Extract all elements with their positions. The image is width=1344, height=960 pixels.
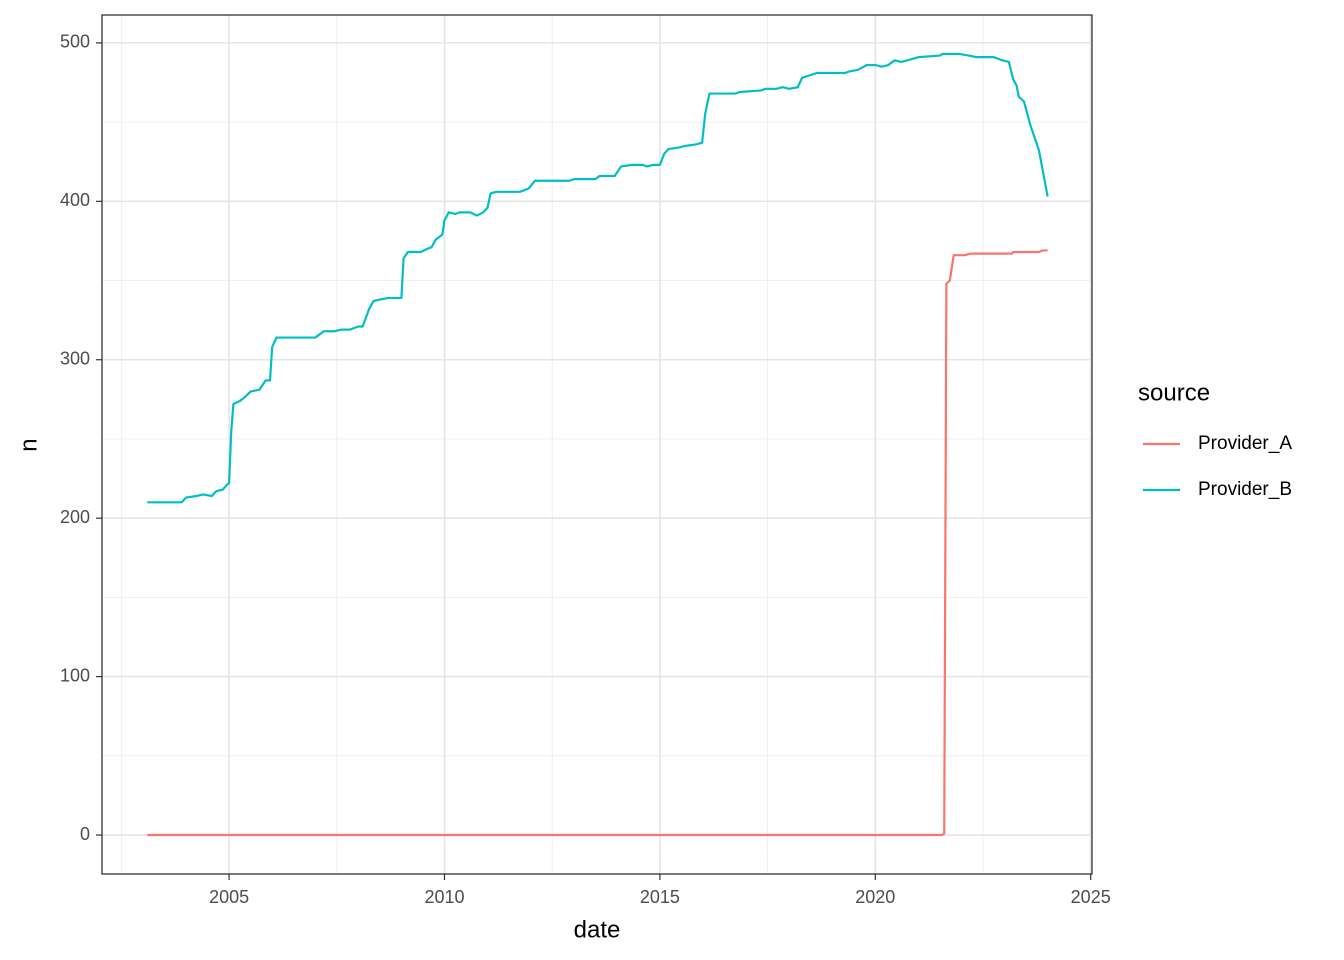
legend-label: Provider_A (1198, 433, 1292, 454)
y-tick-label: 0 (80, 824, 90, 844)
y-tick-label: 400 (60, 190, 90, 210)
legend-label: Provider_B (1198, 479, 1292, 500)
x-tick-label: 2020 (855, 887, 895, 907)
y-tick-label: 100 (60, 665, 90, 685)
y-tick-label: 500 (60, 32, 90, 52)
x-tick-label: 2005 (209, 887, 249, 907)
x-tick-label: 2010 (424, 887, 464, 907)
grid (102, 15, 1092, 874)
legend-title: source (1138, 379, 1210, 406)
axes: 2005 2010 2015 2020 2025 0 100 200 300 400 500 (60, 32, 1111, 907)
plot-lines (147, 52, 1049, 837)
y-tick-label: 300 (60, 348, 90, 368)
y-axis-title: n (15, 438, 42, 451)
panel-border (101, 14, 1093, 875)
y-tick-label: 200 (60, 507, 90, 527)
x-tick-label: 2015 (640, 887, 680, 907)
x-tick-label: 2025 (1071, 887, 1111, 907)
panel (102, 15, 1092, 874)
x-axis-title: date (574, 916, 621, 943)
line (147, 249, 1048, 837)
line (147, 52, 1049, 504)
legend: source Provider_A Provider_B (1138, 379, 1292, 500)
